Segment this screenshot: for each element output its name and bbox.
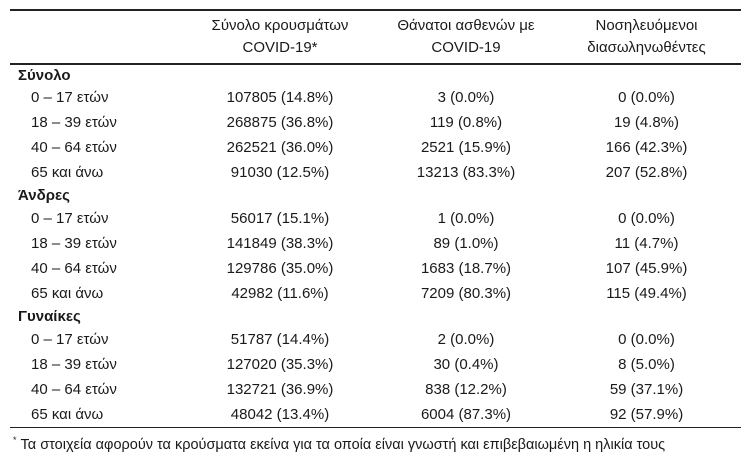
deaths-value: 1 (0.0%) — [437, 210, 495, 227]
cases-value: 56017 (15.1%) — [230, 210, 330, 227]
age-group-label: 65 και άνω — [31, 405, 104, 423]
age-group-label: 40 – 64 ετών — [31, 381, 117, 398]
header-total-cases-line2: COVID-19* — [242, 39, 318, 56]
age-group-label: 0 – 17 ετών — [31, 89, 109, 106]
deaths-value: 1683 (18.7%) — [420, 260, 512, 277]
table-row: 18 – 39 ετών 268875 (36.8%) 119 (0.8%) 1… — [10, 110, 741, 135]
footnote-text: Τα στοιχεία αφορούν τα κρούσματα εκείνα … — [20, 436, 666, 453]
table-row: 65 και άνω 48042 (13.4%) 6004 (87.3%) 92… — [10, 402, 741, 427]
section-label: Άνδρες — [18, 187, 70, 204]
deaths-value: 6004 (87.3%) — [420, 405, 512, 423]
deaths-value: 7209 (80.3%) — [420, 285, 512, 302]
deaths-value: 119 (0.8%) — [429, 114, 503, 131]
section-row-men: Άνδρες — [10, 185, 741, 206]
age-group-label: 0 – 17 ετών — [31, 331, 109, 348]
cases-value: 42982 (11.6%) — [231, 285, 329, 302]
table-footnote: * Τα στοιχεία αφορούν τα κρούσματα εκείνα… — [13, 431, 748, 454]
section-row-women: Γυναίκες — [10, 306, 741, 327]
table-row: 0 – 17 ετών 51787 (14.4%) 2 (0.0%) 0 (0.… — [10, 327, 741, 352]
table-row: 40 – 64 ετών 262521 (36.0%) 2521 (15.9%)… — [10, 135, 741, 160]
table-row: 40 – 64 ετών 129786 (35.0%) 1683 (18.7%)… — [10, 256, 741, 281]
header-intubated-line2: διασωληνωθέντες — [587, 39, 706, 56]
intubated-value: 0 (0.0%) — [618, 89, 675, 106]
cases-value: 48042 (13.4%) — [230, 405, 330, 423]
section-row-total: Σύνολο — [10, 64, 741, 85]
cases-value: 132721 (36.9%) — [226, 381, 334, 398]
header-deaths: Θάνατοι ασθενών με COVID-19 — [380, 10, 552, 65]
cases-value: 141849 (38.3%) — [226, 235, 334, 252]
intubated-value: 11 (4.7%) — [614, 235, 679, 252]
header-empty-cell — [10, 10, 180, 65]
intubated-value: 19 (4.8%) — [613, 114, 680, 131]
intubated-value: 0 (0.0%) — [618, 331, 675, 348]
intubated-value: 107 (45.9%) — [605, 260, 688, 277]
header-total-cases: Σύνολο κρουσμάτων COVID-19* — [180, 10, 380, 65]
age-group-label: 18 – 39 ετών — [31, 114, 117, 131]
covid-age-statistics-table: Σύνολο κρουσμάτων COVID-19* Θάνατοι ασθε… — [10, 9, 741, 428]
header-deaths-line1: Θάνατοι ασθενών με — [397, 17, 535, 34]
intubated-value: 166 (42.3%) — [605, 139, 688, 156]
intubated-value: 59 (37.1%) — [609, 381, 684, 398]
deaths-value: 30 (0.4%) — [433, 356, 499, 373]
table-row: 0 – 17 ετών 107805 (14.8%) 3 (0.0%) 0 (0… — [10, 85, 741, 110]
table-row: 65 και άνω 91030 (12.5%) 13213 (83.3%) 2… — [10, 160, 741, 185]
intubated-value: 207 (52.8%) — [605, 164, 688, 181]
age-group-label: 18 – 39 ετών — [31, 356, 117, 373]
cases-value: 51787 (14.4%) — [230, 331, 330, 348]
age-group-label: 18 – 39 ετών — [31, 235, 117, 252]
deaths-value: 838 (12.2%) — [425, 381, 507, 398]
deaths-value: 89 (1.0%) — [433, 235, 499, 252]
table-row: 18 – 39 ετών 127020 (35.3%) 30 (0.4%) 8 … — [10, 352, 741, 377]
deaths-value: 3 (0.0%) — [437, 89, 495, 106]
deaths-value: 13213 (83.3%) — [416, 164, 516, 181]
deaths-value: 2 (0.0%) — [437, 331, 495, 348]
table-row: 40 – 64 ετών 132721 (36.9%) 838 (12.2%) … — [10, 377, 741, 402]
intubated-value: 92 (57.9%) — [609, 405, 684, 423]
cases-value: 268875 (36.8%) — [226, 114, 334, 131]
age-group-label: 40 – 64 ετών — [31, 139, 117, 156]
table-row: 0 – 17 ετών 56017 (15.1%) 1 (0.0%) 0 (0.… — [10, 206, 741, 231]
table-row: 18 – 39 ετών 141849 (38.3%) 89 (1.0%) 11… — [10, 231, 741, 256]
section-label: Σύνολο — [18, 66, 71, 84]
cases-value: 262521 (36.0%) — [226, 139, 334, 156]
cases-value: 91030 (12.5%) — [230, 164, 330, 181]
header-deaths-line2: COVID-19 — [431, 39, 501, 56]
cases-value: 127020 (35.3%) — [226, 356, 334, 373]
footnote-asterisk: * — [13, 435, 17, 445]
cases-value: 129786 (35.0%) — [226, 260, 334, 277]
header-intubated: Νοσηλευόμενοι διασωληνωθέντες — [552, 10, 741, 65]
header-total-cases-line1: Σύνολο κρουσμάτων — [211, 17, 349, 34]
deaths-value: 2521 (15.9%) — [420, 139, 512, 156]
intubated-value: 8 (5.0%) — [618, 356, 675, 373]
table-row: 65 και άνω 42982 (11.6%) 7209 (80.3%) 11… — [10, 281, 741, 306]
age-group-label: 40 – 64 ετών — [31, 260, 117, 277]
intubated-value: 0 (0.0%) — [618, 210, 675, 227]
section-label: Γυναίκες — [18, 308, 81, 325]
cases-value: 107805 (14.8%) — [226, 89, 334, 106]
age-group-label: 65 και άνω — [31, 285, 104, 302]
header-intubated-line1: Νοσηλευόμενοι — [595, 17, 698, 34]
intubated-value: 115 (49.4%) — [606, 285, 687, 302]
age-group-label: 65 και άνω — [31, 164, 104, 181]
age-group-label: 0 – 17 ετών — [31, 210, 109, 227]
table-header-row: Σύνολο κρουσμάτων COVID-19* Θάνατοι ασθε… — [10, 10, 741, 65]
